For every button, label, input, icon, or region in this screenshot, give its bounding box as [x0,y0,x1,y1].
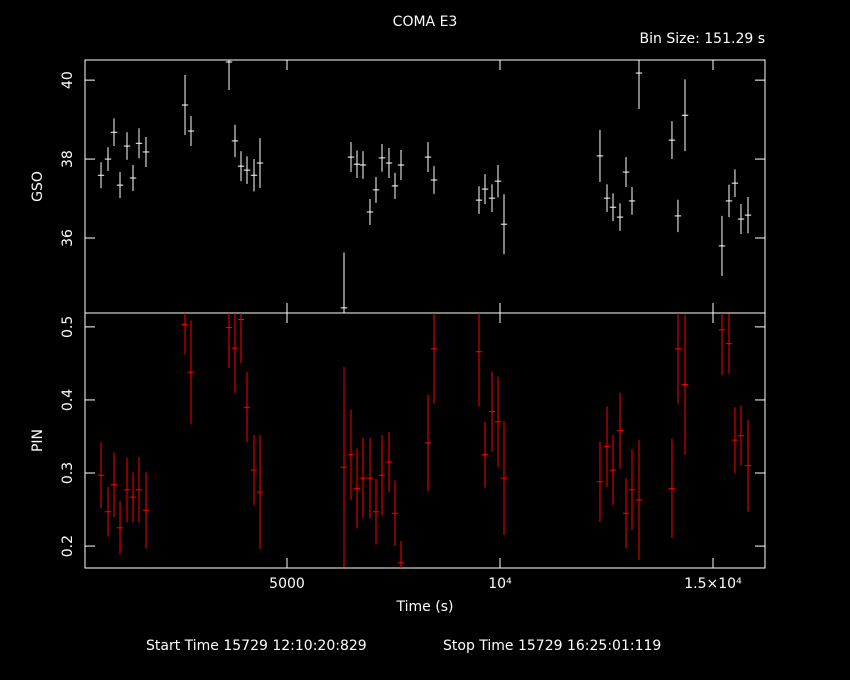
y-tick-label: 40 [60,71,76,89]
x-tick-label: 10⁴ [488,576,512,592]
y-tick-label: 38 [60,150,76,168]
start-time: Start Time 15729 12:10:20:829 [146,638,367,654]
bin-size: Bin Size: 151.29 s [640,31,765,47]
chart-title: COMA E3 [393,14,458,30]
data-layer [97,313,752,568]
y-tick-label: 0.2 [60,535,76,557]
y-tick-label: 0.3 [60,462,76,484]
x-axis-label: Time (s) [396,599,454,615]
y-tick-label: 0.5 [60,316,76,338]
data-layer [97,60,752,313]
x-tick-label: 5000 [269,576,305,592]
x-tick-label: 1.5×10⁴ [684,576,742,592]
y-axis-label: GSO [30,171,46,202]
y-tick-label: 36 [60,229,76,247]
stop-time: Stop Time 15729 16:25:01:119 [443,638,661,654]
panel-frame [84,312,766,569]
y-tick-label: 0.4 [60,389,76,411]
panel-frame [84,59,766,314]
y-axis-label: PIN [30,429,46,452]
